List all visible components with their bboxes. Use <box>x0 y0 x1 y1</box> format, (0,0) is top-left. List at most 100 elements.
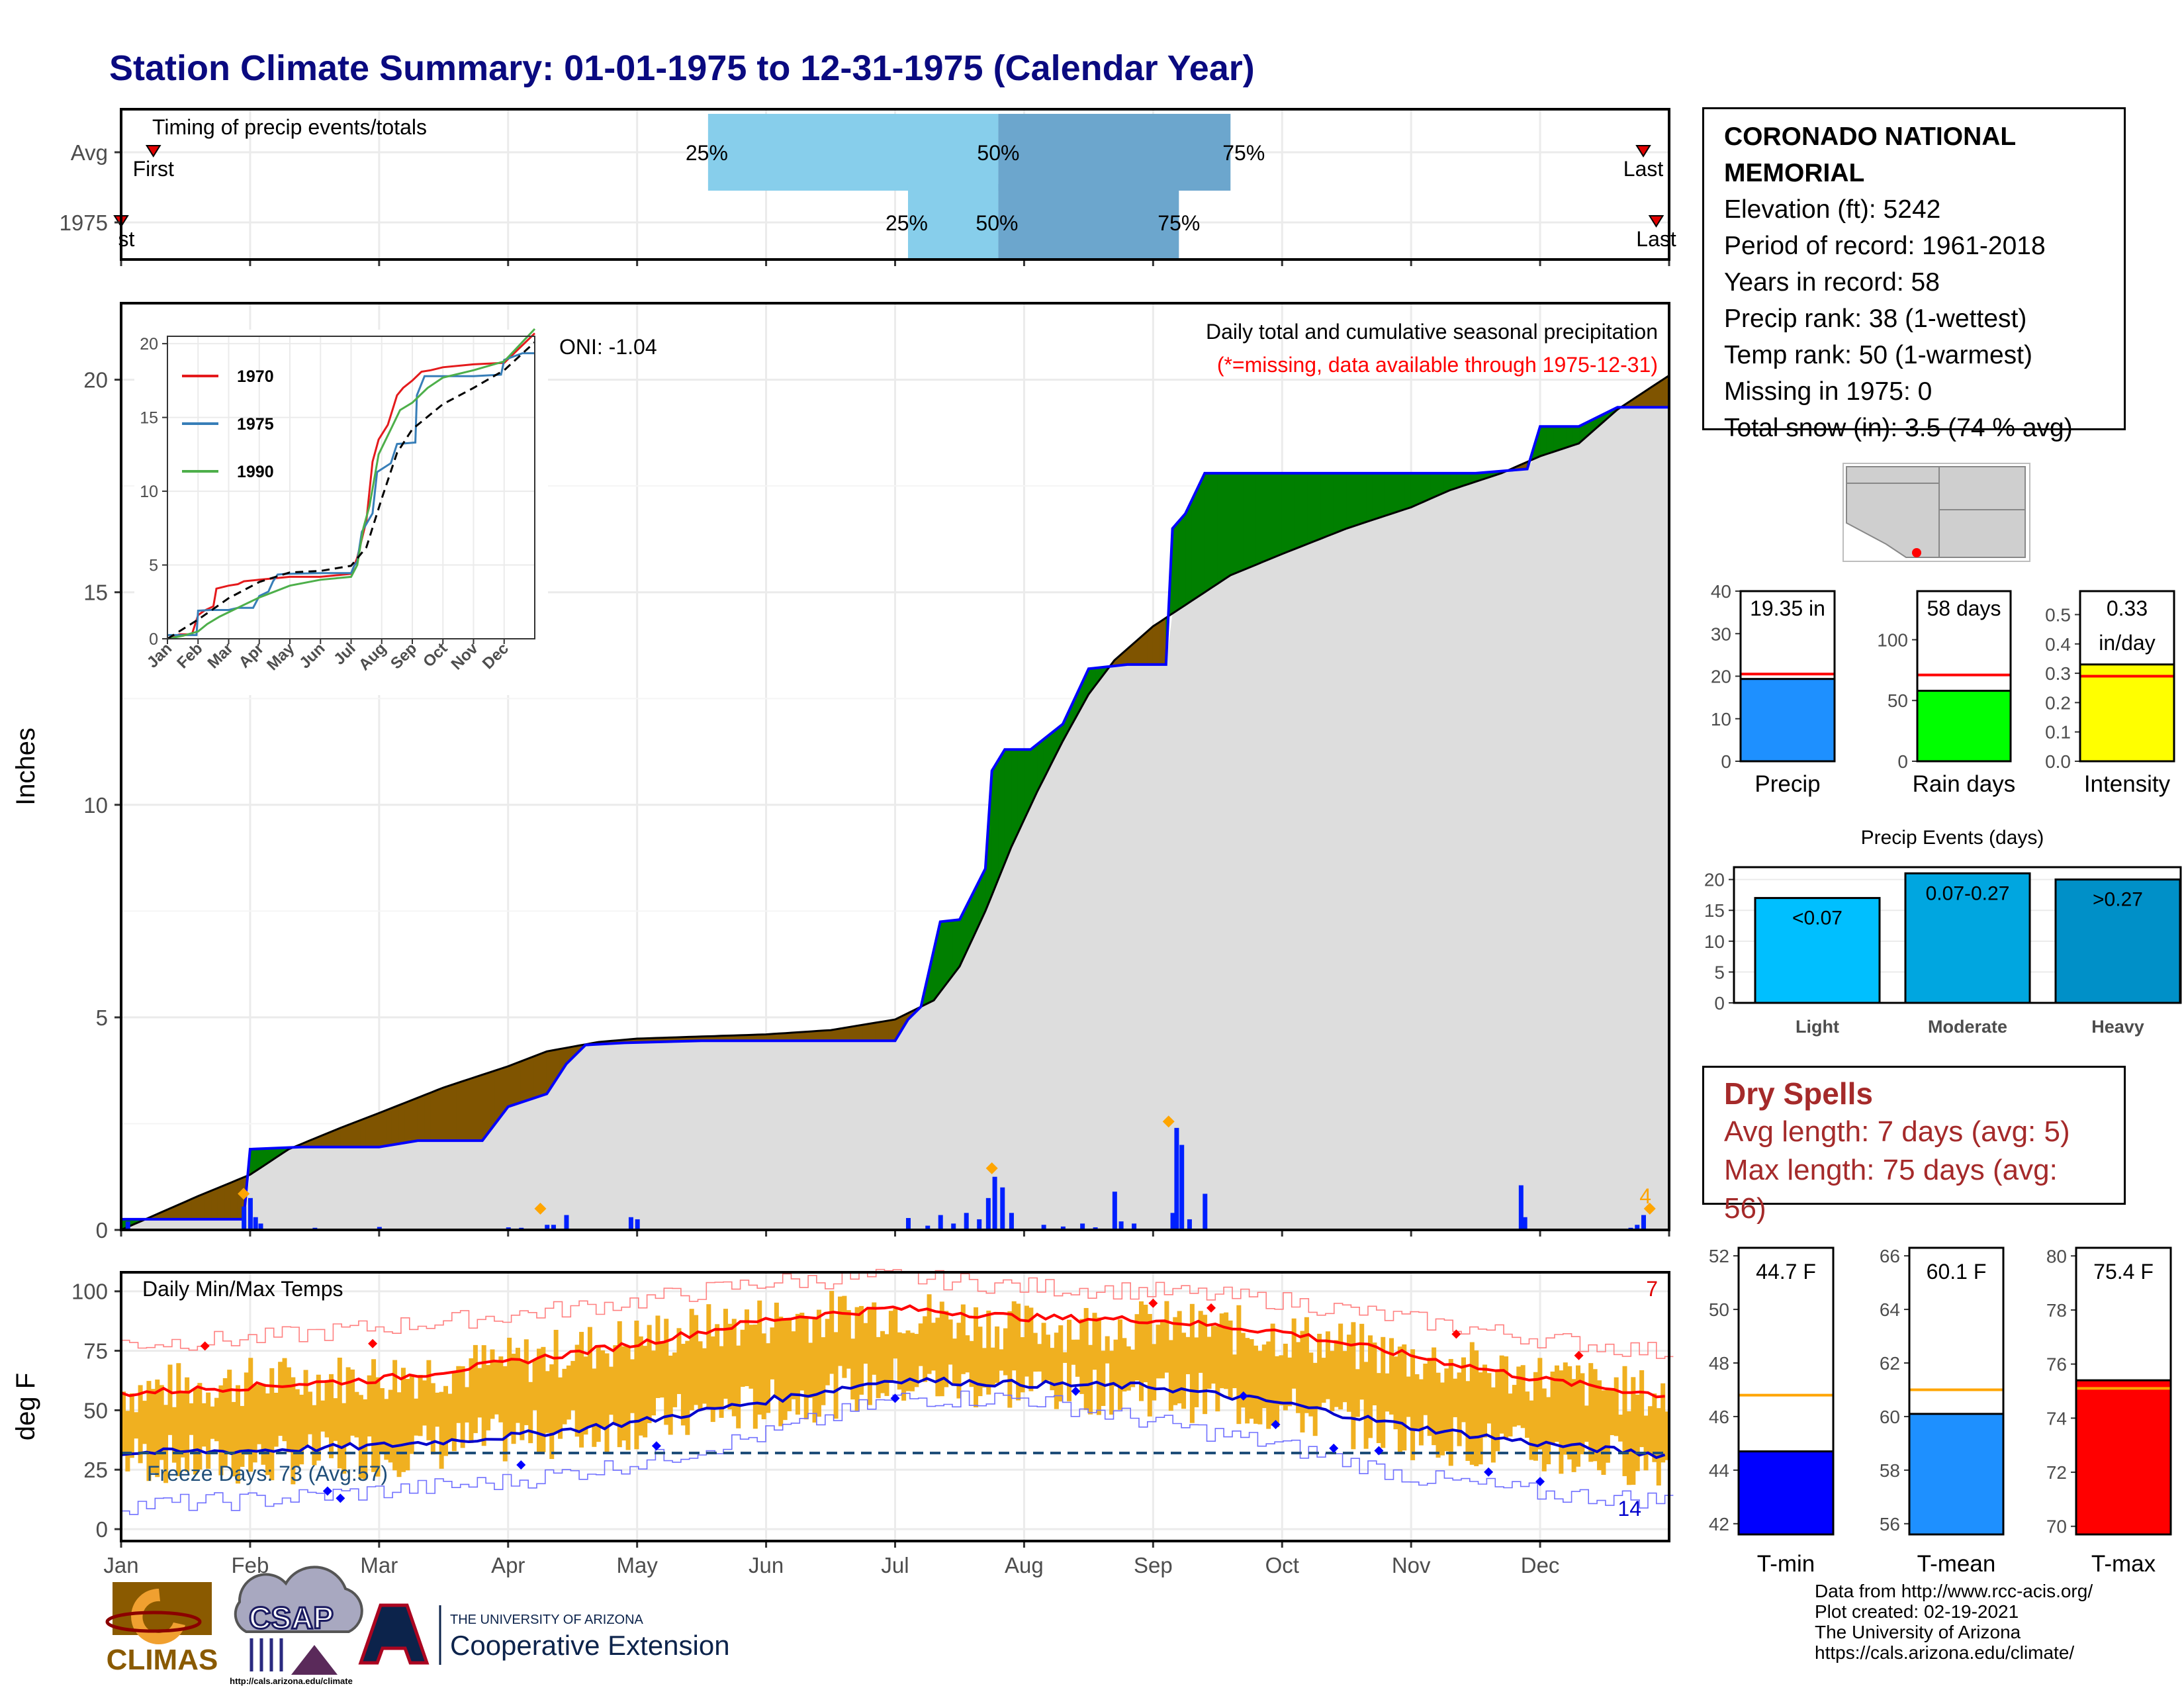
daily-temp-bar <box>1376 1373 1381 1444</box>
daily-temp-bar <box>1597 1380 1602 1471</box>
station-temp-rank: Temp rank: 50 (1-warmest) <box>1724 341 2032 369</box>
footer-credits: Data from http://www.rcc-acis.org/ Plot … <box>1815 1581 2093 1663</box>
daily-temp-bar <box>1143 1304 1148 1383</box>
daily-temp-bar <box>443 1385 449 1456</box>
big-event-marker <box>238 1188 250 1200</box>
daily-temp-bar <box>273 1392 279 1447</box>
timing-frame <box>120 108 1670 261</box>
daily-temp-bar <box>596 1346 601 1442</box>
daily-temp-bar <box>1541 1388 1547 1472</box>
daily-temp-bar <box>1363 1362 1369 1449</box>
quantile-label-75: 75% <box>1158 211 1200 235</box>
daily-temp-bar <box>375 1377 381 1477</box>
surplus-area <box>1269 473 1276 560</box>
daily-temp-bar <box>1520 1365 1525 1429</box>
station-location-marker <box>1912 548 1921 557</box>
daily-temp-bar <box>1584 1405 1589 1442</box>
daily-temp-bar <box>1283 1343 1288 1411</box>
inset-frame <box>167 336 535 639</box>
surplus-area <box>1553 426 1560 453</box>
record-low-marker <box>1484 1467 1494 1477</box>
daily-temp-bar <box>574 1344 580 1437</box>
daily-temp-bar <box>1037 1344 1042 1372</box>
daily-temp-bar <box>952 1338 958 1384</box>
daily-temp-bar <box>1152 1344 1157 1401</box>
daily-temp-bar <box>320 1400 326 1432</box>
daily-precip-bar <box>938 1215 943 1230</box>
daily-temp-bar <box>1249 1339 1254 1419</box>
daily-temp-bar <box>1088 1344 1093 1415</box>
y-tick-label: 10 <box>1711 709 1731 729</box>
daily-temp-bar <box>1058 1325 1064 1402</box>
daily-temp-bar <box>418 1375 423 1436</box>
csap-logo: CSAP http://cals.arizona.edu/climate <box>230 1566 363 1686</box>
surplus-area <box>1288 473 1296 552</box>
deficit-area <box>540 1051 547 1097</box>
daily-temp-bar <box>740 1329 745 1387</box>
daily-precip-bar <box>1522 1217 1527 1230</box>
y-tick-label: 0.2 <box>2045 692 2071 713</box>
daily-temp-bar <box>430 1383 435 1455</box>
event-category-label: Heavy <box>2091 1017 2144 1037</box>
record-high-count: 7 <box>1646 1277 1658 1301</box>
surplus-area <box>940 920 947 993</box>
surplus-area <box>1230 473 1238 576</box>
y-tick-label: 56 <box>1880 1514 1900 1534</box>
daily-temp-bar <box>791 1331 796 1399</box>
daily-temp-bar <box>1210 1326 1216 1384</box>
daily-temp-bar <box>1101 1350 1106 1406</box>
daily-temp-bar <box>379 1388 385 1454</box>
inset-series-normal <box>167 341 536 640</box>
daily-temp-bar <box>1304 1317 1309 1413</box>
daily-temp-bar <box>647 1325 652 1423</box>
annual-totals-panel: 0 10 20 30 40 19.35 in Precip 0 50 100 58 days Rain… <box>1711 581 2175 797</box>
daily-temp-bar <box>537 1348 542 1454</box>
daily-temp-bar <box>392 1360 398 1471</box>
daily-temp-bar <box>1656 1408 1661 1486</box>
daily-temp-bar <box>1626 1411 1631 1485</box>
daily-temp-bar <box>901 1333 907 1401</box>
daily-temp-bar <box>1330 1350 1335 1411</box>
daily-temp-bar <box>345 1367 351 1445</box>
daily-temp-bar <box>562 1368 567 1425</box>
deficit-area <box>888 1019 895 1041</box>
daily-temp-bar <box>880 1331 886 1393</box>
daily-temp-bar <box>1525 1391 1530 1438</box>
daily-temp-bar <box>1168 1340 1173 1411</box>
daily-temp-bar <box>774 1302 779 1398</box>
value-bar <box>2075 1379 2172 1536</box>
y-tick-label: 50 <box>1709 1299 1729 1320</box>
surplus-area <box>1255 473 1263 565</box>
y-tick-label: 25 <box>83 1458 108 1482</box>
deficit-area <box>346 1122 354 1148</box>
daily-temp-bar <box>1160 1321 1165 1379</box>
daily-temp-bar <box>197 1383 203 1470</box>
daily-temp-bar <box>999 1349 1004 1371</box>
record-low-marker <box>322 1486 332 1496</box>
daily-temp-bar <box>965 1335 970 1373</box>
daily-temp-bar <box>1664 1411 1670 1460</box>
dry-spells-avg: Avg length: 7 days (avg: 5) <box>1724 1115 2070 1148</box>
daily-temp-bar <box>1287 1357 1293 1407</box>
daily-temp-bar <box>167 1364 173 1435</box>
ua-big-text: Cooperative Extension <box>450 1630 730 1661</box>
daily-temp-bar <box>257 1384 262 1444</box>
daily-temp-bar <box>486 1365 491 1430</box>
daily-temp-bar <box>621 1346 627 1441</box>
daily-temp-bar <box>371 1359 377 1472</box>
daily-temp-bar <box>1279 1355 1284 1406</box>
daily-temp-bar <box>1495 1370 1500 1452</box>
surplus-area <box>991 759 999 896</box>
daily-temp-bar <box>1499 1355 1504 1434</box>
daily-precip-bar <box>992 1176 997 1230</box>
daily-temp-bar <box>837 1296 842 1366</box>
daily-temp-bar <box>142 1401 148 1444</box>
daily-temp-bar <box>1312 1362 1318 1436</box>
year-cumulative-line <box>121 406 1669 1221</box>
deficit-area <box>353 1119 361 1148</box>
daily-temp-bar <box>227 1370 232 1454</box>
oni-label: ONI: -1.04 <box>559 335 657 359</box>
daily-temp-bar <box>842 1295 847 1378</box>
surplus-area <box>1359 473 1367 525</box>
panel-label: T-min <box>1757 1551 1815 1577</box>
